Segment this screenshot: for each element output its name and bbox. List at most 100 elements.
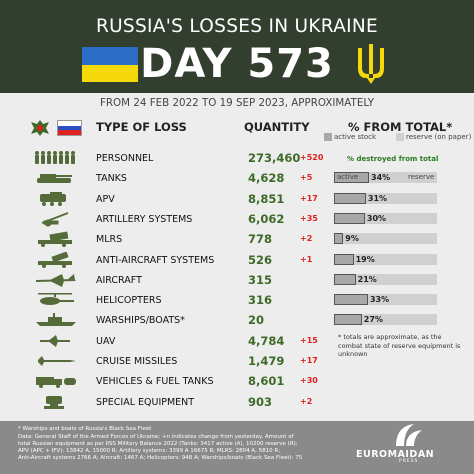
tank-icon [37, 174, 72, 184]
row-label: ARTILLERY SYSTEMS [96, 213, 193, 225]
mlrs-icon [38, 231, 72, 248]
percent-column-header: % FROM TOTAL* [348, 120, 453, 134]
row-change: +30 [300, 376, 318, 386]
row-quantity: 4,784 [248, 333, 285, 348]
quantity-column-header: QUANTITY [244, 120, 310, 134]
destroyed-percent-label: % destroyed from total [347, 155, 439, 163]
helicopter-icon [38, 293, 74, 306]
euromaidan-logo-icon [396, 424, 422, 446]
percent-bar-fill [334, 273, 356, 285]
row-label: CRUISE MISSILES [96, 356, 178, 367]
row-label: SPECIAL EQUIPMENT [96, 396, 195, 408]
legend-active-swatch [324, 133, 332, 141]
row-label: WARSHIPS/BOATS* [96, 315, 185, 327]
footer-line: * Warships and boats of Russia's Black S… [18, 426, 152, 432]
footer: * Warships and boats of Russia's Black S… [0, 421, 474, 474]
row-quantity: 8,851 [248, 191, 285, 206]
russian-emblem-icon [31, 120, 49, 136]
percent-bar: 34% active reserve [334, 172, 437, 184]
row-change: +2 [300, 234, 313, 244]
row-quantity: 315 [248, 272, 273, 287]
percent-bar: 9% [334, 233, 437, 245]
percent-value: 27% [363, 315, 383, 325]
trident-icon [358, 44, 384, 84]
bar-reserve-label: reserve [408, 173, 435, 182]
row-label: PERSONNEL [96, 153, 154, 164]
percent-value: 33% [369, 295, 390, 305]
type-column-header: TYPE OF LOSS [96, 120, 187, 134]
row-label: VEHICLES & FUEL TANKS [96, 376, 214, 388]
row-quantity: 20 [248, 313, 265, 328]
footer-line: APV (APC + IFV): 13842 A, 15000 R; Artil… [18, 448, 281, 454]
missile-icon [38, 356, 76, 366]
warship-icon [36, 313, 76, 327]
percent-bar-fill [334, 212, 365, 224]
truck-icon [36, 377, 76, 389]
row-label: ANTI-AIRCRAFT SYSTEMS [96, 254, 215, 266]
apv-icon [40, 191, 66, 206]
row-change: +35 [300, 213, 318, 223]
date-range: FROM 24 FEB 2022 TO 19 SEP 2023, APPROXI… [99, 97, 374, 109]
header-banner: RUSSIA'S LOSSES IN UKRAINE DAY 573 [0, 0, 474, 93]
row-change: +17 [300, 193, 318, 203]
row-change: +17 [300, 356, 318, 365]
anti-aircraft-icon [38, 251, 72, 268]
uav-icon [40, 334, 70, 347]
percent-value: 34% [371, 173, 391, 183]
percent-value: 21% [357, 274, 377, 284]
ukraine-flag-icon [82, 47, 138, 82]
legend-active-label: active stock [334, 133, 377, 141]
percent-bar-fill [334, 172, 370, 184]
russia-flag-icon [57, 120, 82, 136]
footer-line: Data: General Staff of the Armed Forces … [18, 434, 294, 440]
euromaidan-press: PRESS [399, 459, 419, 464]
percent-bar-fill [334, 294, 368, 306]
row-quantity: 526 [248, 252, 273, 267]
row-label: UAV [96, 335, 116, 347]
percent-bar-fill [334, 253, 354, 265]
row-quantity: 8,601 [248, 374, 285, 389]
row-change: +15 [300, 335, 318, 345]
percent-bar: 31% [334, 192, 437, 204]
euromaidan-brand: EUROMAIDAN [356, 449, 435, 460]
row-change: +5 [300, 173, 313, 183]
bar-active-label: active [337, 173, 359, 182]
percent-bar: 30% [334, 212, 437, 224]
row-quantity: 316 [248, 293, 273, 308]
percent-bar-fill [334, 314, 362, 326]
percent-value: 30% [366, 213, 387, 223]
special-equipment-icon [44, 395, 64, 409]
row-quantity: 4,628 [248, 171, 285, 186]
footer-line: total Russian equipment as per IISS Mili… [18, 441, 298, 447]
artillery-icon [41, 211, 69, 227]
row-quantity: 273,460 [248, 151, 301, 165]
percent-bar: 21% [334, 273, 437, 285]
infographic-title: RUSSIA'S LOSSES IN UKRAINE [95, 16, 379, 37]
row-label: MLRS [96, 234, 123, 246]
percent-bar-fill [334, 233, 344, 245]
percent-value: 31% [367, 193, 388, 203]
row-change: +1 [300, 254, 313, 264]
percent-bar: 27% [334, 314, 437, 326]
row-quantity: 903 [248, 394, 273, 409]
row-quantity: 778 [248, 232, 273, 247]
legend-reserve-label: reserve (on paper) [406, 133, 472, 141]
percent-value: 19% [355, 254, 375, 264]
row-change: +520 [300, 153, 324, 162]
percent-bar: 33% [334, 294, 437, 306]
percent-bar: 19% [334, 253, 437, 265]
row-quantity: 6,062 [248, 211, 285, 226]
row-change: +2 [300, 396, 313, 406]
row-label: TANKS [96, 173, 127, 185]
percent-bar-fill [334, 192, 366, 204]
row-label: AIRCRAFT [96, 274, 142, 286]
soldiers-icon [35, 151, 75, 164]
row-quantity: 1,479 [248, 354, 285, 368]
day-counter: DAY 573 [140, 41, 334, 87]
percent-value: 9% [345, 234, 359, 244]
aircraft-icon [36, 273, 76, 287]
row-label: APV [96, 193, 115, 205]
approximation-note: * totals are approximate, as the combat … [338, 333, 461, 358]
legend-reserve-swatch [396, 133, 404, 141]
footer-line: Anti-Aircraft systems 2766 A; Aircraft: … [18, 455, 303, 461]
